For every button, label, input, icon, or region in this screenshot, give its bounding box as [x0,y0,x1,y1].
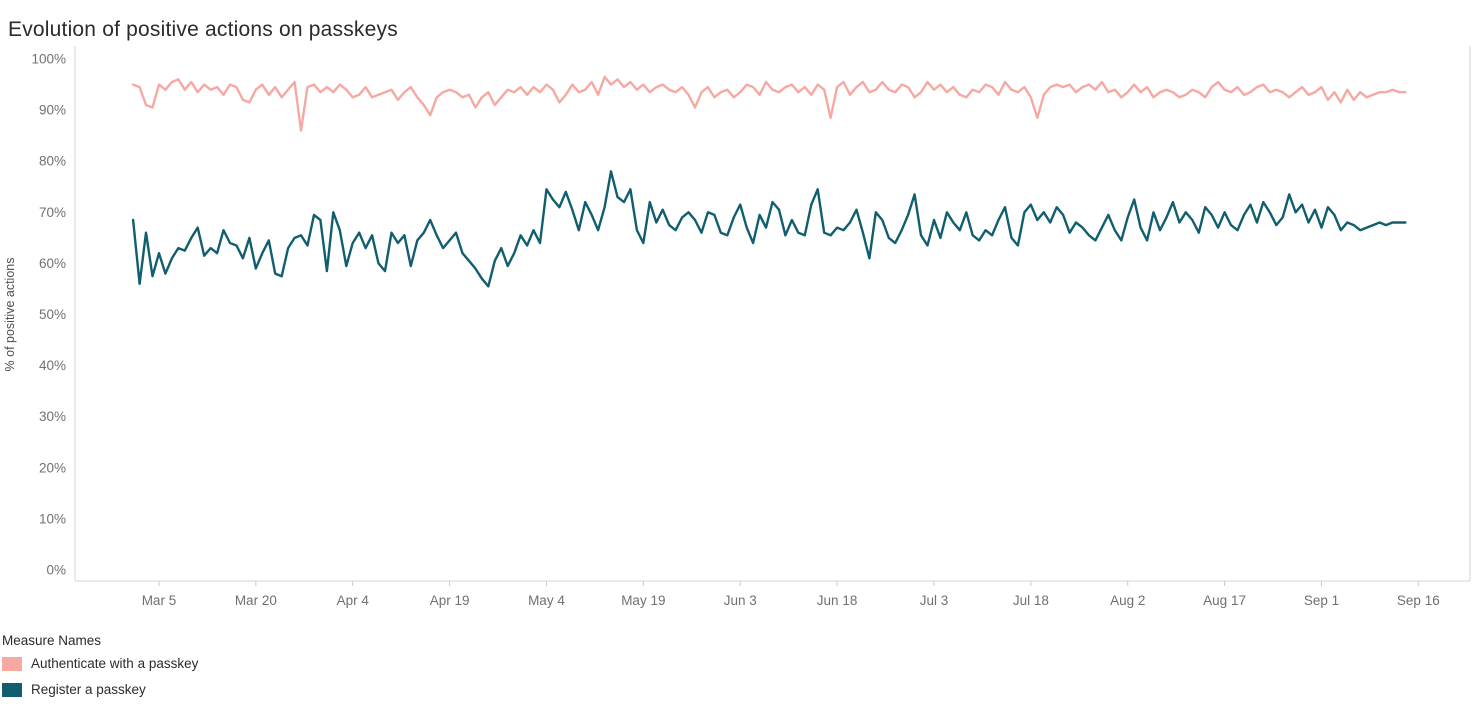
legend-swatch-register [2,682,22,697]
svg-text:Mar 5: Mar 5 [142,593,177,608]
svg-text:0%: 0% [46,563,66,578]
svg-text:Jul 18: Jul 18 [1013,593,1049,608]
legend-title: Measure Names [2,633,102,648]
x-axis-tick-labels: Mar 5 Mar 20 Apr 4 Apr 19 May 4 May 19 Jun 3 Ju… [142,581,1440,608]
svg-text:May 4: May 4 [528,593,565,608]
series-line-authenticate[interactable] [131,75,1407,132]
y-axis-title: % of positive actions [3,258,17,372]
svg-text:20%: 20% [39,460,66,475]
svg-text:100%: 100% [31,52,66,67]
svg-text:70%: 70% [39,205,66,220]
svg-text:Mar 20: Mar 20 [235,593,277,608]
y-axis-tick-labels: 0% 10% 20% 30% 40% 50% 60% 70% 80% 90% 100% [31,52,66,578]
svg-text:Aug 17: Aug 17 [1203,593,1246,608]
legend: Measure Names Authenticate with a passke… [2,631,198,708]
svg-text:Sep 1: Sep 1 [1304,593,1339,608]
svg-text:Aug 2: Aug 2 [1110,593,1145,608]
svg-text:Apr 19: Apr 19 [430,593,470,608]
svg-text:Apr 4: Apr 4 [337,593,370,608]
legend-item-register[interactable]: Register a passkey [2,682,198,697]
svg-text:60%: 60% [39,256,66,271]
svg-text:90%: 90% [39,103,66,118]
legend-label: Authenticate with a passkey [31,656,199,671]
svg-text:Jun 3: Jun 3 [724,593,757,608]
svg-text:30%: 30% [39,409,66,424]
legend-label: Register a passkey [31,682,146,697]
svg-text:40%: 40% [39,358,66,373]
svg-text:Sep 16: Sep 16 [1397,593,1440,608]
line-chart[interactable]: 0% 10% 20% 30% 40% 50% 60% 70% 80% 90% 100% % of po… [0,0,1482,632]
svg-text:May 19: May 19 [621,593,665,608]
axes [74,46,1471,582]
page-title: Evolution of positive actions on passkey… [8,18,398,42]
svg-text:50%: 50% [39,307,66,322]
legend-item-authenticate[interactable]: Authenticate with a passkey [2,656,198,671]
legend-swatch-authenticate [2,656,22,671]
svg-text:10%: 10% [39,511,66,526]
svg-text:Jul 3: Jul 3 [920,593,949,608]
series-line-register[interactable] [131,170,1407,288]
line-chart-svg[interactable]: 0% 10% 20% 30% 40% 50% 60% 70% 80% 90% 100% % of po… [0,0,1482,632]
svg-text:80%: 80% [39,154,66,169]
svg-text:Jun 18: Jun 18 [817,593,858,608]
